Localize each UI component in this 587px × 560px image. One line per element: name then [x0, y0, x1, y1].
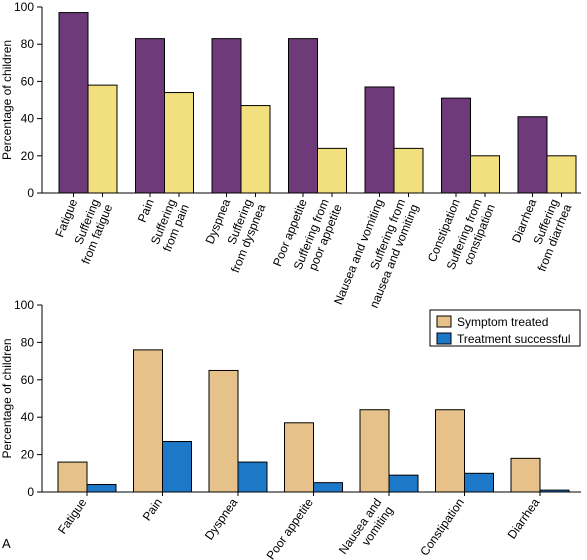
bar [510, 457, 541, 493]
bar [87, 84, 118, 194]
bar [393, 147, 424, 194]
bar [464, 472, 494, 493]
bar [388, 474, 419, 493]
bar [211, 38, 242, 194]
bar [313, 482, 343, 493]
y-tick-label: 0 [27, 186, 34, 200]
y-axis-label: Percentage of children [0, 40, 14, 160]
bar [364, 86, 395, 194]
y-tick-label: 80 [21, 335, 35, 349]
y-tick-label: 0 [27, 485, 34, 499]
bar [288, 38, 318, 194]
x-tick-label: Diarrhea [505, 495, 543, 541]
bar [133, 349, 163, 493]
y-tick-label: 60 [21, 74, 35, 88]
bar [240, 105, 271, 194]
bar [237, 461, 268, 493]
bar [435, 409, 465, 493]
bar [539, 489, 570, 493]
legend-box [429, 309, 581, 347]
x-tick-label: Nausea andvomiting [336, 496, 396, 560]
bar [317, 147, 347, 194]
y-tick-label: 20 [21, 149, 35, 163]
x-tick-label: Poor appetite [264, 495, 317, 560]
y-tick-label: 100 [14, 298, 34, 312]
y-tick-label: 80 [21, 37, 35, 51]
x-tick-label: Pain [135, 197, 157, 225]
x-tick-label: Constipation [417, 496, 467, 559]
bar [57, 461, 88, 493]
chart-symptom-treatment: 0 20 40 60 80 100 Percentage of children Fatigu… [0, 298, 581, 560]
y-tick-label: 60 [21, 373, 35, 387]
y-tick-label: 40 [21, 112, 35, 126]
y-tick-label: 20 [21, 448, 35, 462]
legend-label: Treatment successful [457, 332, 571, 346]
legend-label: Symptom treated [457, 315, 548, 329]
bar [58, 12, 89, 194]
bar [517, 116, 548, 194]
bar [359, 409, 390, 493]
bar [546, 155, 577, 194]
legend-swatch [436, 315, 452, 328]
x-tick-label: Pain [140, 496, 165, 524]
bar [135, 38, 165, 194]
bar [470, 155, 500, 194]
bar [208, 369, 239, 493]
legend-swatch [436, 332, 452, 345]
bar [162, 441, 192, 493]
x-tick-label: Fatigue [55, 495, 90, 536]
bar [441, 97, 471, 194]
bar [86, 484, 117, 493]
x-tick-label: Dyspnea [202, 495, 241, 542]
y-tick-label: 40 [21, 410, 35, 424]
y-axis-label: Percentage of children [0, 338, 14, 458]
panel-letter: A [2, 536, 11, 551]
bar [164, 92, 194, 194]
legend: Symptom treated Treatment successful [429, 309, 581, 347]
y-tick-label: 100 [14, 0, 34, 14]
bar [284, 422, 314, 493]
